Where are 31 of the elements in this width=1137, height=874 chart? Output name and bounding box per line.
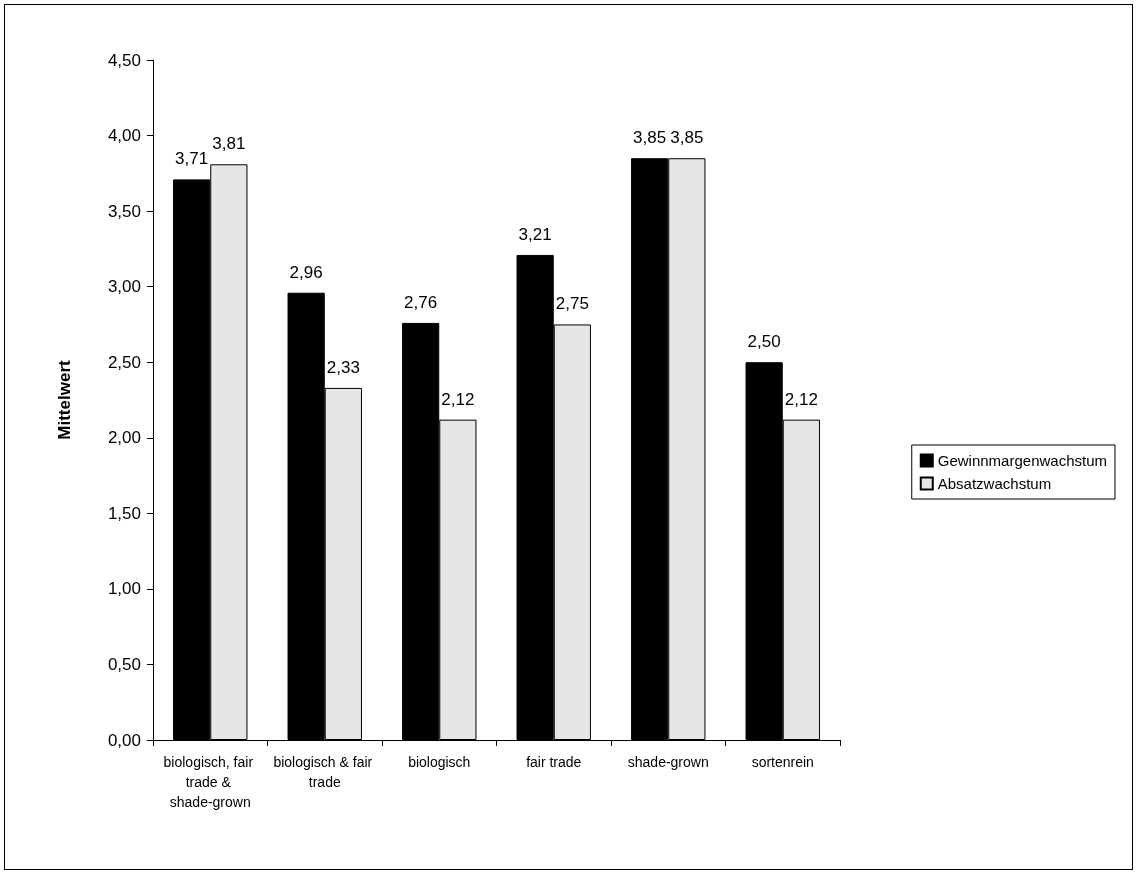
x-tick-label: shade-grown	[627, 754, 709, 770]
data-label: 2,12	[441, 389, 475, 409]
y-tick-label: 4,00	[107, 126, 141, 146]
y-tick-label: 0,00	[107, 730, 141, 750]
data-label: 2,33	[326, 357, 360, 377]
x-tick-label: biologisch	[408, 754, 471, 770]
data-label: 3,85	[670, 128, 704, 148]
y-tick-label: 1,00	[107, 579, 141, 599]
x-tick-label: sortenrein	[751, 754, 814, 770]
y-tick-label: 4,50	[107, 50, 141, 70]
x-tick-label: biologisch, fair trade & shade-grown	[163, 754, 257, 810]
data-label: 2,50	[747, 332, 781, 352]
y-tick-label: 1,50	[107, 503, 141, 523]
data-label: 3,71	[175, 149, 209, 169]
data-label: 2,75	[555, 294, 589, 314]
data-label: 2,76	[404, 292, 438, 312]
y-tick-label: 0,50	[107, 654, 141, 674]
y-tick-label: 3,00	[107, 277, 141, 297]
legend-label: Absatzwachstum	[937, 475, 1052, 492]
legend-label: Gewinnmargenwachstum	[937, 452, 1108, 469]
data-label: 3,85	[633, 128, 667, 148]
data-label: 3,21	[518, 224, 552, 244]
x-tick-label: biologisch & fair trade	[273, 754, 377, 790]
data-label: 2,96	[289, 262, 323, 282]
y-axis-title: Mittelwert	[55, 359, 74, 440]
x-tick-label: fair trade	[526, 754, 582, 770]
y-tick-label: 2,50	[107, 352, 141, 372]
y-tick-label: 2,00	[107, 428, 141, 448]
data-label: 3,81	[212, 134, 246, 154]
y-tick-label: 3,50	[107, 201, 141, 221]
data-label: 2,12	[784, 389, 818, 409]
